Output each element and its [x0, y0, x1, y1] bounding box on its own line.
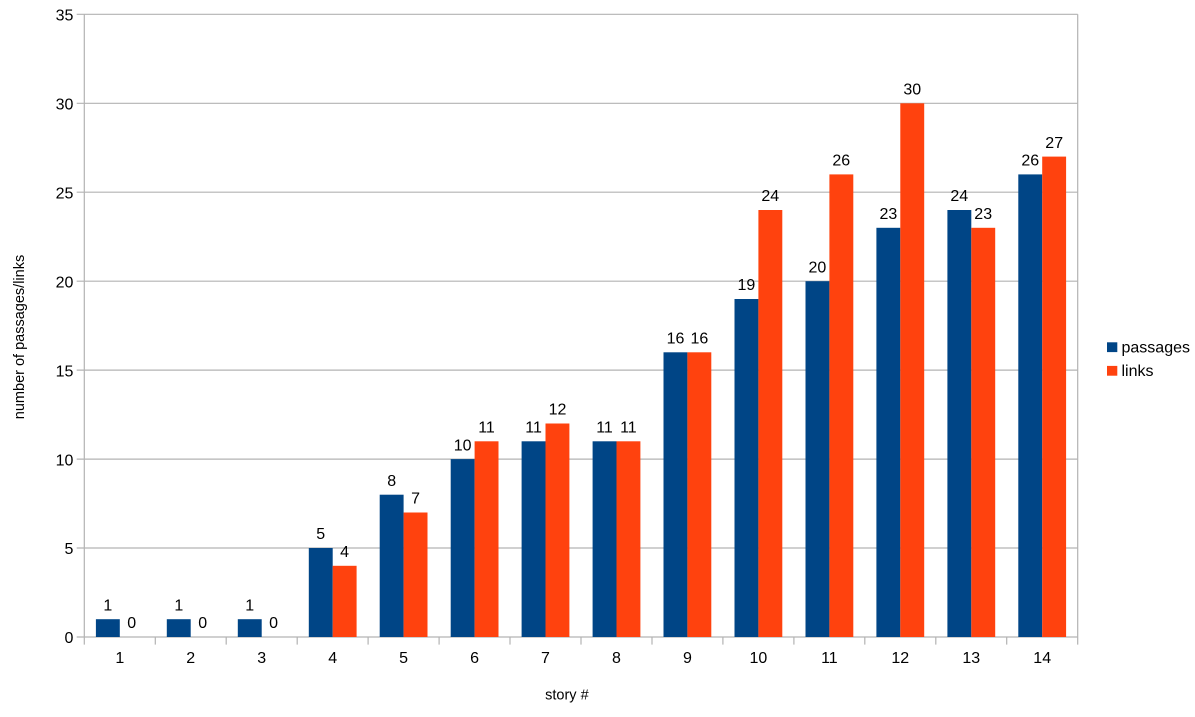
svg-text:30: 30 — [903, 82, 921, 99]
svg-text:26: 26 — [832, 153, 850, 170]
svg-text:6: 6 — [470, 650, 479, 667]
svg-text:5: 5 — [316, 526, 325, 543]
svg-text:1: 1 — [174, 597, 183, 614]
svg-text:12: 12 — [549, 402, 567, 419]
svg-text:25: 25 — [56, 185, 74, 202]
svg-text:0: 0 — [269, 615, 278, 632]
svg-text:3: 3 — [257, 650, 266, 667]
svg-text:11: 11 — [620, 420, 637, 437]
svg-text:11: 11 — [821, 650, 838, 667]
svg-text:5: 5 — [64, 541, 73, 558]
svg-text:8: 8 — [612, 650, 621, 667]
svg-text:4: 4 — [328, 650, 337, 667]
svg-text:11: 11 — [525, 420, 542, 437]
svg-text:0: 0 — [64, 630, 73, 647]
svg-text:0: 0 — [198, 615, 207, 632]
svg-text:5: 5 — [399, 650, 408, 667]
svg-text:16: 16 — [667, 331, 685, 348]
svg-text:links: links — [1122, 363, 1154, 380]
svg-text:2: 2 — [186, 650, 195, 667]
svg-text:35: 35 — [56, 8, 74, 25]
svg-text:9: 9 — [683, 650, 692, 667]
svg-text:26: 26 — [1021, 153, 1039, 170]
svg-text:16: 16 — [691, 331, 709, 348]
svg-text:15: 15 — [56, 363, 74, 380]
svg-text:24: 24 — [950, 188, 968, 205]
svg-text:23: 23 — [974, 206, 992, 223]
svg-text:24: 24 — [761, 188, 779, 205]
svg-text:story #: story # — [545, 688, 589, 704]
svg-text:number of passages/links: number of passages/links — [12, 255, 28, 419]
svg-text:20: 20 — [56, 274, 74, 291]
svg-text:11: 11 — [596, 420, 613, 437]
svg-text:7: 7 — [541, 650, 550, 667]
svg-text:19: 19 — [738, 277, 756, 294]
svg-text:1: 1 — [103, 597, 112, 614]
svg-text:8: 8 — [387, 473, 396, 490]
svg-text:27: 27 — [1045, 135, 1063, 152]
svg-text:11: 11 — [478, 420, 495, 437]
svg-text:1: 1 — [245, 597, 254, 614]
svg-text:4: 4 — [340, 544, 349, 561]
svg-text:13: 13 — [962, 650, 980, 667]
svg-text:12: 12 — [891, 650, 909, 667]
svg-text:30: 30 — [56, 97, 74, 114]
svg-text:10: 10 — [454, 437, 472, 454]
svg-text:passages: passages — [1122, 340, 1191, 357]
svg-text:23: 23 — [880, 206, 898, 223]
svg-text:0: 0 — [127, 615, 136, 632]
svg-text:1: 1 — [115, 650, 124, 667]
svg-text:7: 7 — [411, 491, 420, 508]
svg-text:10: 10 — [750, 650, 768, 667]
svg-text:10: 10 — [56, 452, 74, 469]
svg-text:20: 20 — [809, 259, 827, 276]
svg-text:14: 14 — [1033, 650, 1051, 667]
